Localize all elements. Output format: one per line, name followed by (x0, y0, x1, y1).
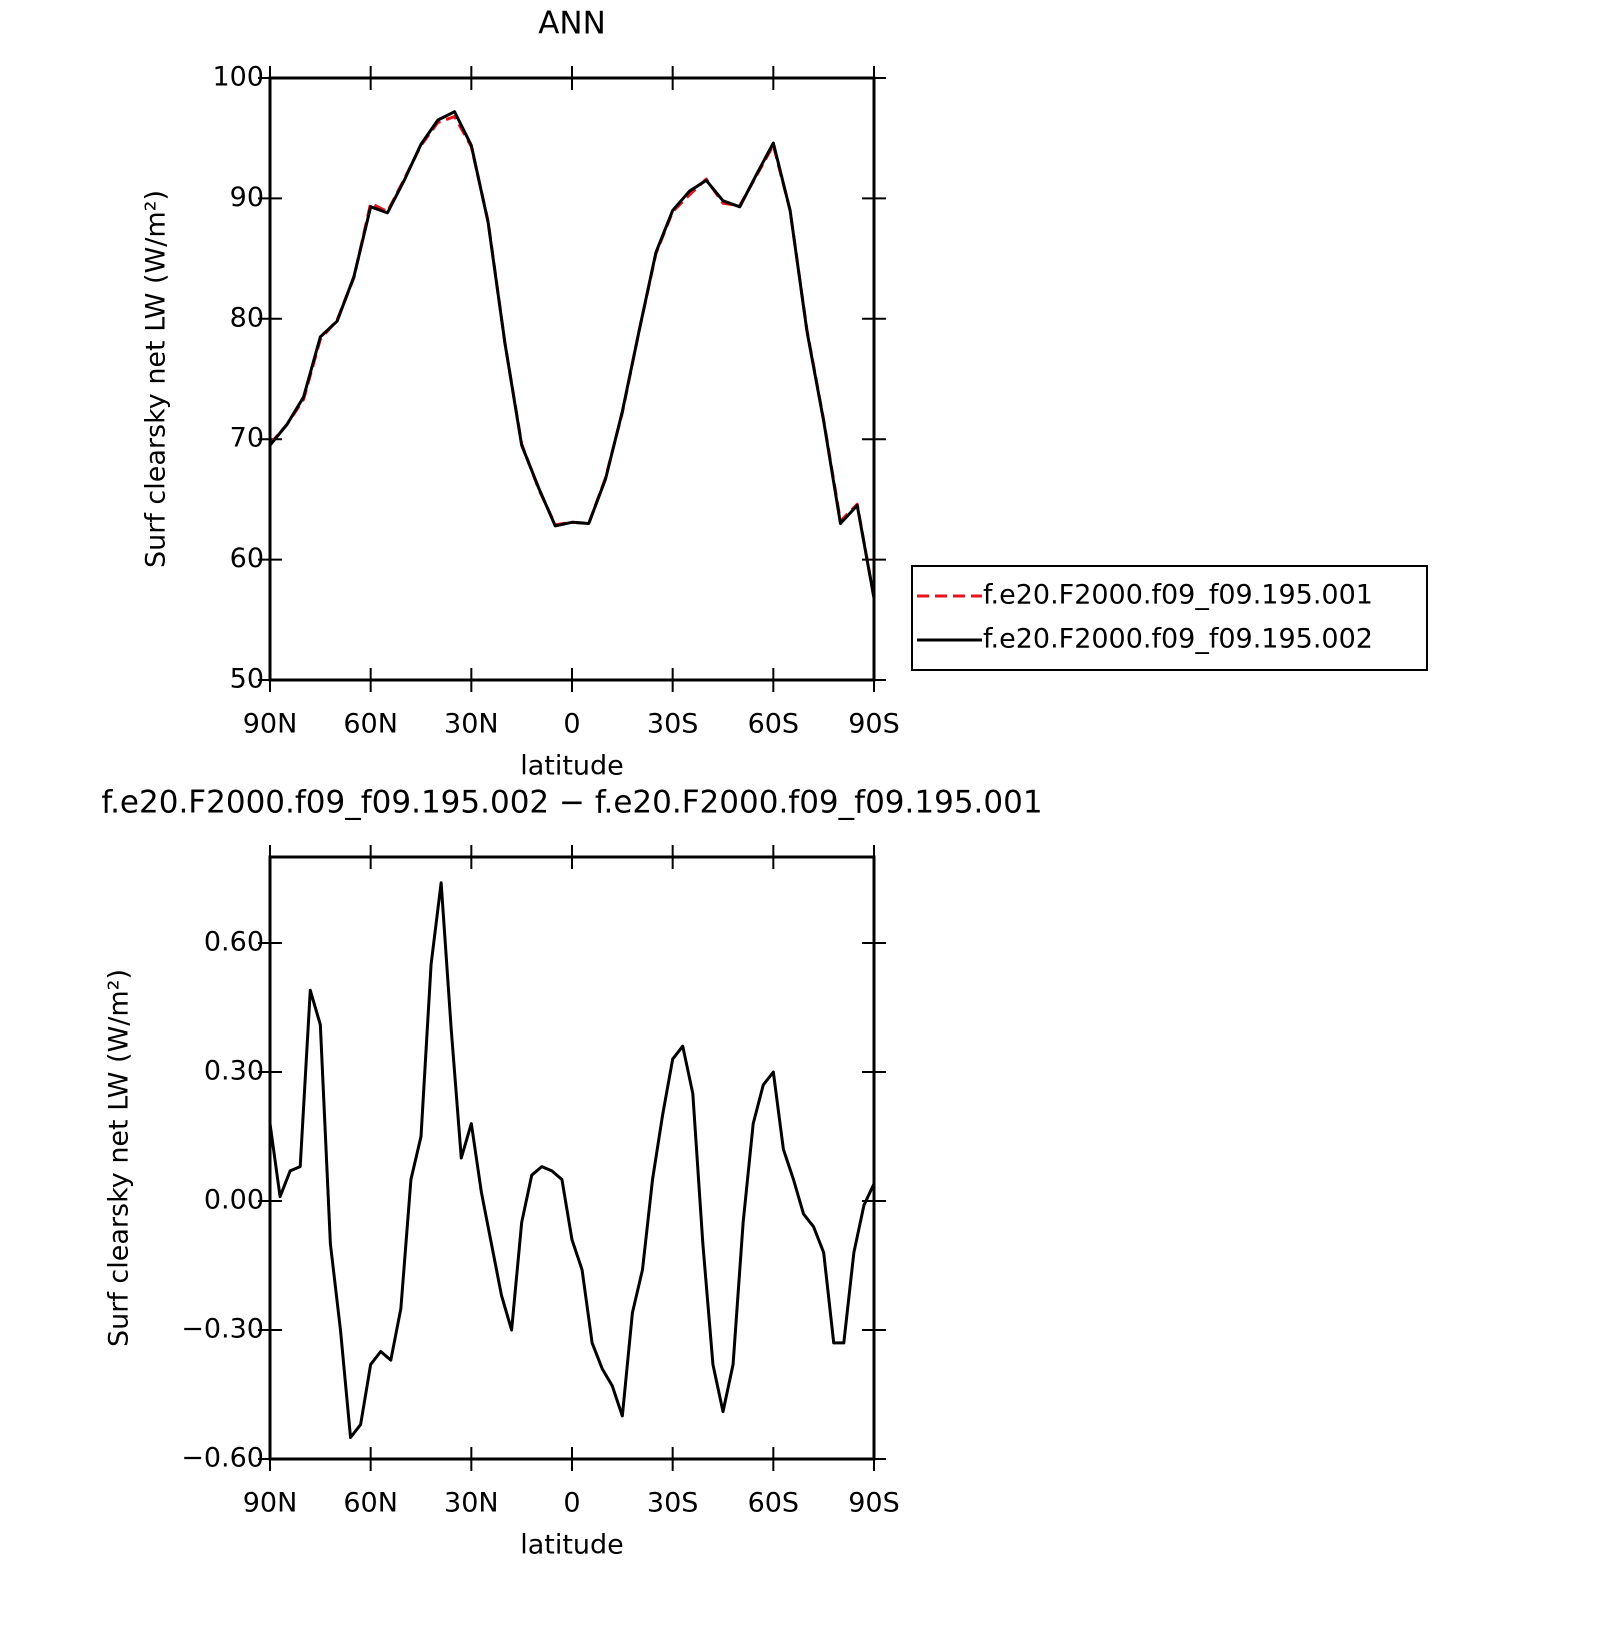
y-tick-label: 0.00 (204, 1185, 264, 1216)
y-axis-label: Surf clearsky net LW (W/m²) (104, 969, 135, 1347)
x-tick-label: 90N (243, 709, 298, 740)
legend-label: f.e20.F2000.f09_f09.195.002 (983, 624, 1373, 655)
x-axis-label: latitude (520, 751, 624, 782)
x-tick-label: 0 (563, 1488, 580, 1519)
x-tick-label: 90N (243, 1488, 298, 1519)
x-tick-label: 60S (748, 709, 800, 740)
plot-frame (268, 855, 876, 1461)
x-tick-label: 60N (343, 1488, 398, 1519)
x-tick-label: 30N (444, 1488, 499, 1519)
data-line (268, 110, 876, 599)
legend-box (911, 565, 1428, 671)
x-tick-label: 90S (848, 1488, 900, 1519)
x-tick-label: 90S (848, 709, 900, 740)
y-tick-label: 0.60 (204, 927, 264, 958)
chart-title: ANN (538, 6, 606, 42)
y-tick-label: 60 (230, 543, 264, 574)
x-tick-label: 60N (343, 709, 398, 740)
y-tick-label: 50 (230, 664, 264, 695)
x-tick-label: 30S (647, 709, 699, 740)
y-tick-label: 0.30 (204, 1056, 264, 1087)
x-tick-label: 0 (563, 709, 580, 740)
plot-frame (268, 76, 876, 682)
x-tick-label: 30N (444, 709, 499, 740)
x-tick-label: 30S (647, 1488, 699, 1519)
data-line (268, 881, 876, 1439)
y-tick-label: 80 (230, 302, 264, 333)
x-axis-label: latitude (520, 1530, 624, 1561)
y-tick-label: 100 (212, 62, 264, 93)
y-tick-label: −0.30 (181, 1314, 264, 1345)
chart-title: f.e20.F2000.f09_f09.195.002 − f.e20.F200… (101, 785, 1042, 821)
x-tick-label: 60S (748, 1488, 800, 1519)
y-tick-label: −0.60 (181, 1443, 264, 1474)
y-tick-label: 70 (230, 423, 264, 454)
y-tick-label: 90 (230, 182, 264, 213)
y-axis-label: Surf clearsky net LW (W/m²) (141, 190, 172, 568)
legend-label: f.e20.F2000.f09_f09.195.001 (983, 580, 1373, 611)
